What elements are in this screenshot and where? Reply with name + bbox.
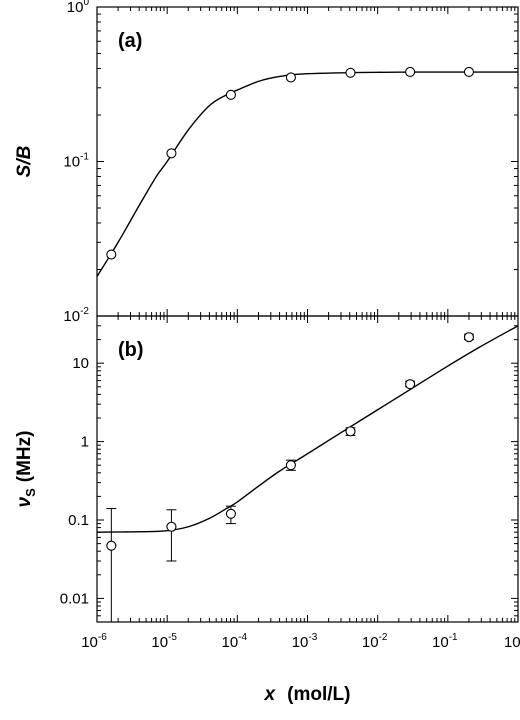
panel-b-y-tick-label-2: 1 [81,434,89,451]
panel-b-points [106,332,475,622]
x-tick-label-5-exp: -1 [449,632,458,643]
x-tick-label-6: 100 [504,632,520,651]
x-tick-label-1-base: 10 [151,634,168,651]
x-tick-label-1-exp: -5 [168,632,177,643]
panel-a-y-tick-label-2-base: 10 [67,0,84,16]
x-tick-label-6-base: 10 [504,634,520,651]
x-tick-label-2-exp: -4 [238,632,247,643]
panel-a-y-tick-label-1-exp: -1 [80,152,89,163]
panel-b-data-point-3 [285,460,296,471]
panel-a-y-tick-label-0-base: 10 [63,308,80,325]
panel-a-y-tick-label-0: 10-2 [63,306,89,325]
panel-a-data-point-1 [166,148,177,159]
panel-b-fit-curve [97,325,518,533]
panel-a-data-point-4 [345,67,356,78]
panel-b-y-tick-label-3: 10 [72,355,89,372]
x-tick-label-4: 10-2 [362,632,388,651]
panel-b-y-axis-unit: (MHz) [14,431,35,483]
panel-a-points [106,66,475,260]
panel-b-data-point-2 [225,508,236,519]
x-axis-unit: (mol/L) [287,684,350,705]
panel-b-y-tick-label-0: 0.01 [60,590,89,607]
panel-a-data-point-2 [225,89,236,100]
panel-a-y-tick-label-1: 10-1 [63,152,89,171]
panel-b-y-axis-symbol: ν [14,496,35,507]
panel-b-label: (b) [118,339,144,361]
panel-a-fit-curve [97,71,518,277]
panel-b-y-axis-subscript: S [23,488,38,497]
panel-a-y-tick-label-2: 100 [67,0,90,16]
x-axis-variable: x [264,684,277,705]
x-tick-label-3-exp: -3 [308,632,317,643]
panel-a-y-tick-label-0-exp: -2 [80,306,89,317]
panel-b-y-axis-title: νS (MHz) [14,431,38,508]
panel-a-data-point-6 [463,66,475,77]
x-tick-label-3: 10-3 [292,632,318,651]
x-tick-label-1: 10-5 [151,632,177,651]
x-tick-label-5: 10-1 [432,632,458,651]
panel-b-data-point-0 [106,540,117,551]
x-tick-label-0-base: 10 [81,634,98,651]
x-tick-label-4-base: 10 [362,634,379,651]
panel-b-data-point-1 [166,521,177,532]
x-tick-label-0-exp: -6 [98,632,107,643]
panel-b-data-point-6 [463,332,475,343]
x-tick-label-2: 10-4 [222,632,248,651]
panel-a-data-point-3 [285,72,296,83]
panel-b-data-point-4 [345,426,356,437]
x-tick-label-2-base: 10 [222,634,239,651]
panel-a-data-point-5 [405,66,416,77]
x-tick-label-0: 10-6 [81,632,107,651]
panel-a-y-axis-title: S/B [14,145,35,177]
x-axis-title: x (mol/L) [264,684,351,705]
x-tick-label-3-base: 10 [292,634,309,651]
panel-a-y-tick-label-2-exp: 0 [83,0,89,8]
x-tick-label-5-base: 10 [432,634,449,651]
panel-a-data-point-0 [106,249,117,260]
panel-a-frame [96,6,519,317]
panel-b-y-tick-label-1: 0.1 [68,512,89,529]
panel-a-x-ticks [96,7,519,316]
panel-a-label: (a) [118,30,142,52]
panel-a-y-tick-label-1-base: 10 [63,154,80,171]
x-tick-label-4-exp: -2 [379,632,388,643]
panel-b-data-point-5 [405,379,416,390]
